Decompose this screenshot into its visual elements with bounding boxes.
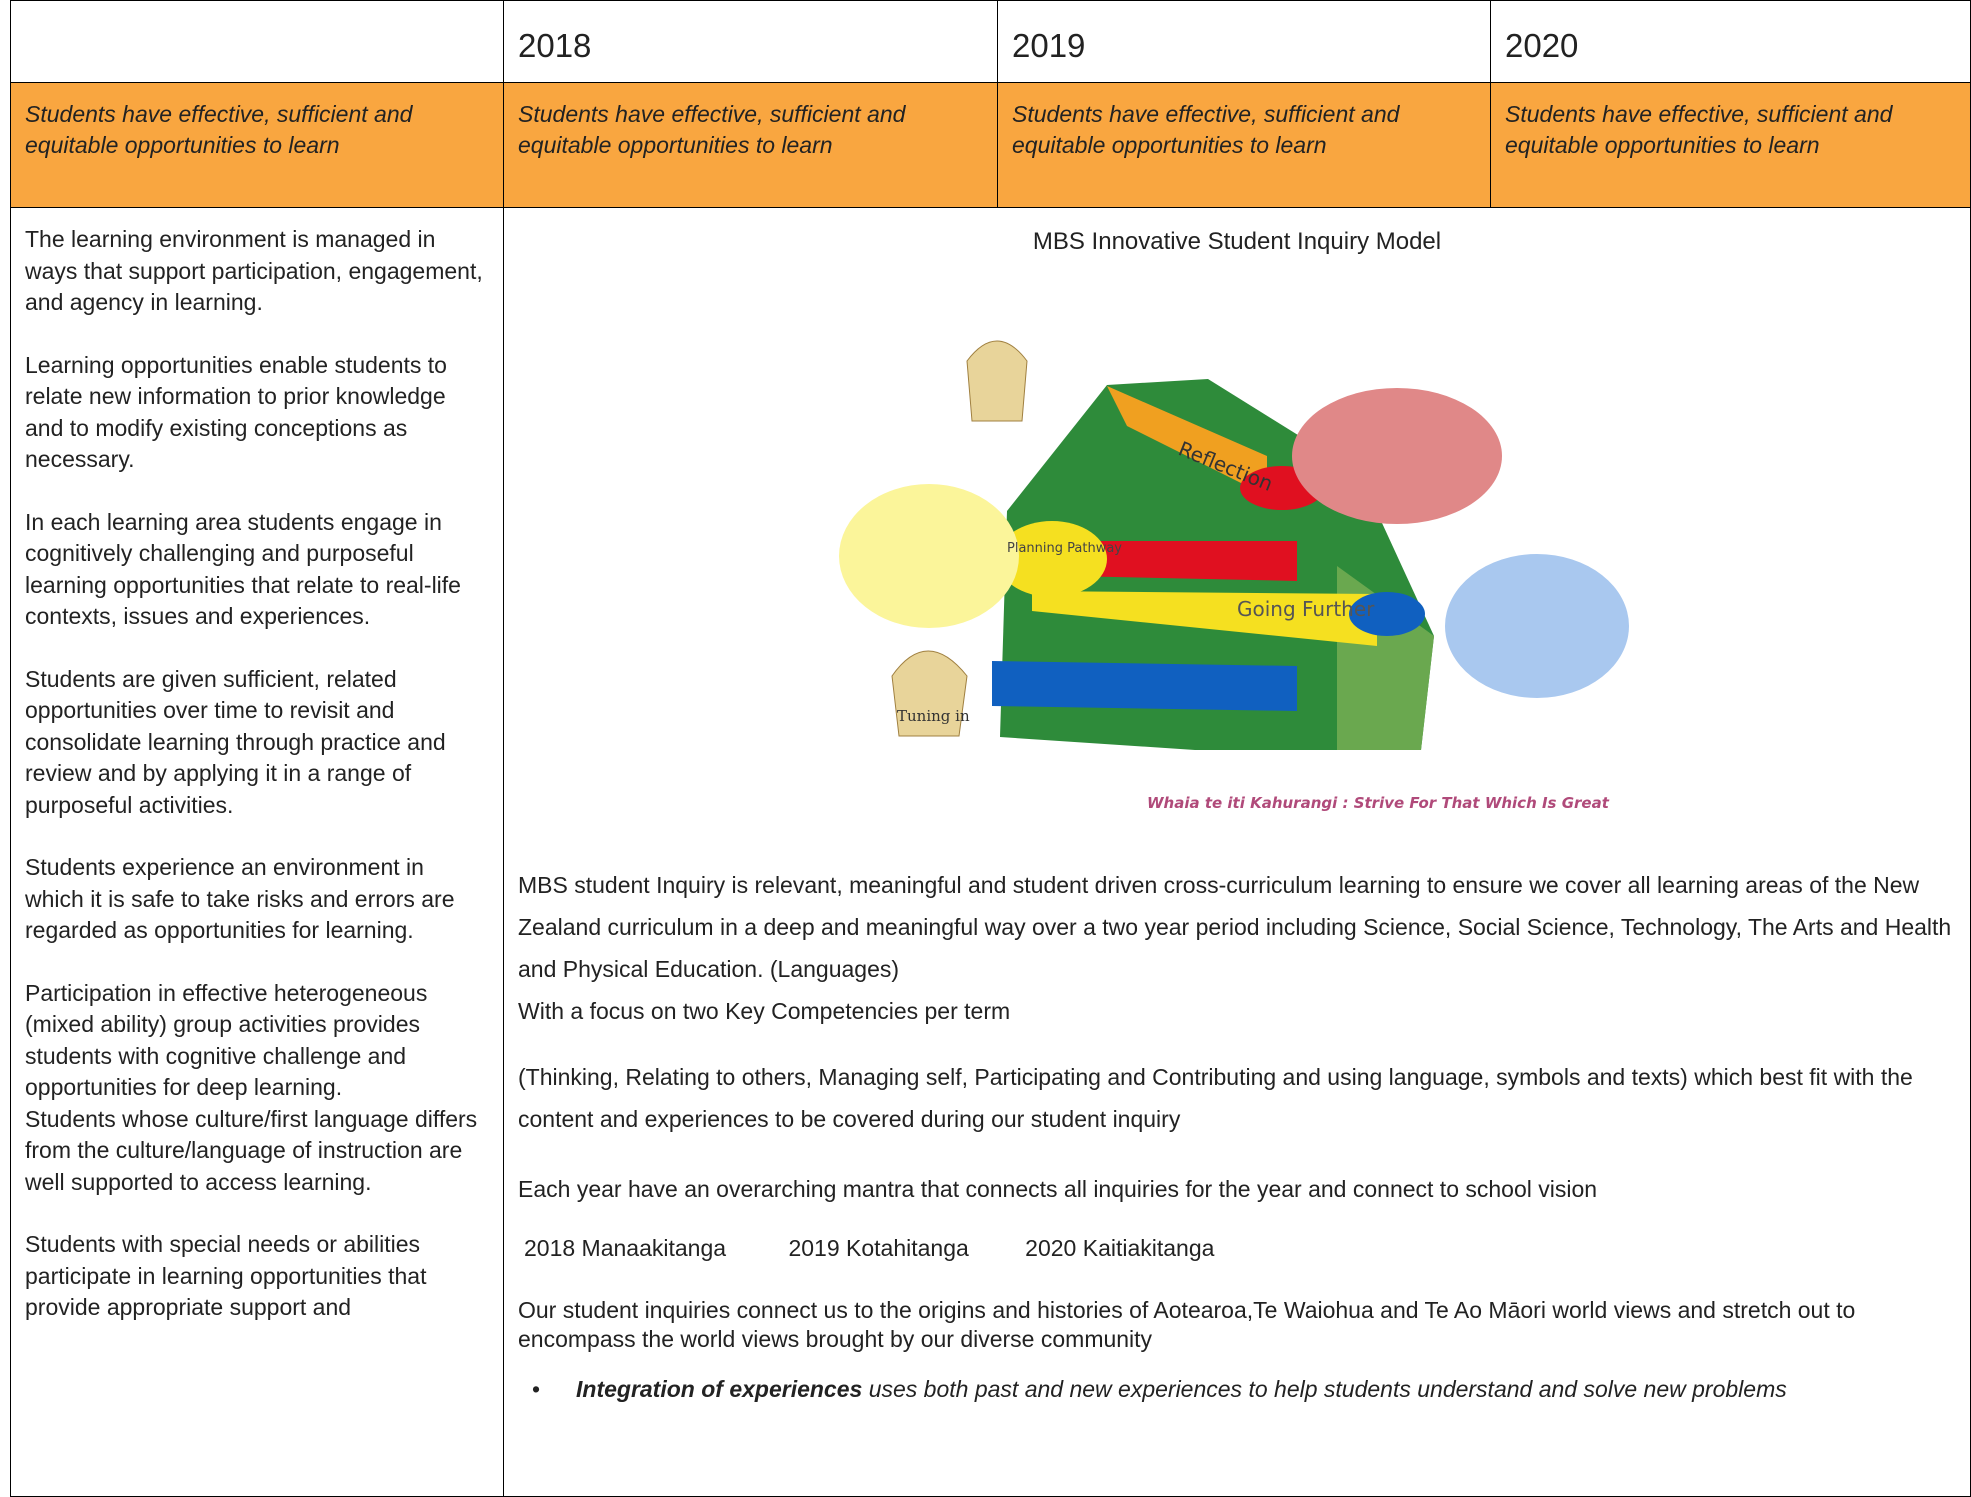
bullet-bold: Integration of experiences <box>576 1376 863 1402</box>
basket <box>891 650 968 737</box>
paragraph: Students are given sufficient, related o… <box>25 665 446 818</box>
label: Going Further <box>1237 597 1375 621</box>
paragraph: With a focus on two Key Competencies per… <box>518 998 1011 1024</box>
label: Tuning in <box>897 707 970 725</box>
paragraph: Students whose culture/first language di… <box>25 1105 478 1195</box>
bullet-dot: • <box>532 1376 541 1402</box>
year: 2019 <box>997 0 1491 83</box>
mantra: 2018 Manaakitanga <box>524 1235 727 1261</box>
bullet-text: uses both past and new experiences to he… <box>862 1376 1787 1402</box>
blue-band <box>992 661 1297 711</box>
paragraph: (Thinking, Relating to others, Managing … <box>518 1064 1913 1132</box>
blue-bubble <box>1445 554 1629 698</box>
yellow-node <box>997 521 1107 597</box>
year: 2020 <box>1490 0 1971 83</box>
left-column: The learning environment is managed in w… <box>10 207 504 1497</box>
model-cell: MBS Innovative Student Inquiry Model Ref… <box>503 207 1971 1497</box>
yellow-band <box>1032 591 1377 646</box>
outcome: Students have effective, sufficient and … <box>997 82 1491 208</box>
mantra: 2020 Kaitiakitanga <box>1025 1235 1215 1261</box>
outcome: Students have effective, sufficient and … <box>10 82 504 208</box>
red-band <box>1067 541 1297 581</box>
yellow-bubble <box>839 484 1019 628</box>
outcome: Students have effective, sufficient and … <box>1490 82 1971 208</box>
paragraph: MBS student Inquiry is relevant, meaning… <box>518 872 1952 982</box>
label: Planning Pathway <box>1007 541 1122 556</box>
paragraph: Learning opportunities enable students t… <box>25 351 447 473</box>
paragraph: Our student inquiries connect us to the … <box>518 1297 1856 1352</box>
outcome: Students have effective, sufficient and … <box>503 82 998 208</box>
orange-band <box>1107 386 1267 496</box>
bullet: • Integration of experiences uses both p… <box>518 1374 1956 1405</box>
pink-bubble <box>1292 388 1502 524</box>
mantra: 2019 Kotahitanga <box>788 1235 969 1261</box>
motto: Whaia te iti Kahurangi : Strive For That… <box>1147 794 1610 812</box>
paragraph: Each year have an overarching mantra tha… <box>518 1176 1598 1202</box>
paragraph: In each learning area students engage in… <box>25 508 461 630</box>
basket <box>966 340 1028 422</box>
inquiry-diagram: Reflection Planning Pathway Going Furthe… <box>839 340 1629 812</box>
year: 2018 <box>503 0 998 83</box>
paragraph: The learning environment is managed in w… <box>25 226 483 315</box>
blue-node <box>1349 592 1425 636</box>
paragraph: Participation in effective heterogeneous… <box>25 979 428 1101</box>
paragraph: Students experience an environment in wh… <box>25 854 455 943</box>
paragraph: Students with special needs or abilities… <box>25 1231 427 1320</box>
model-title: MBS Innovative Student Inquiry Model <box>1032 228 1442 255</box>
header-empty <box>10 0 504 83</box>
